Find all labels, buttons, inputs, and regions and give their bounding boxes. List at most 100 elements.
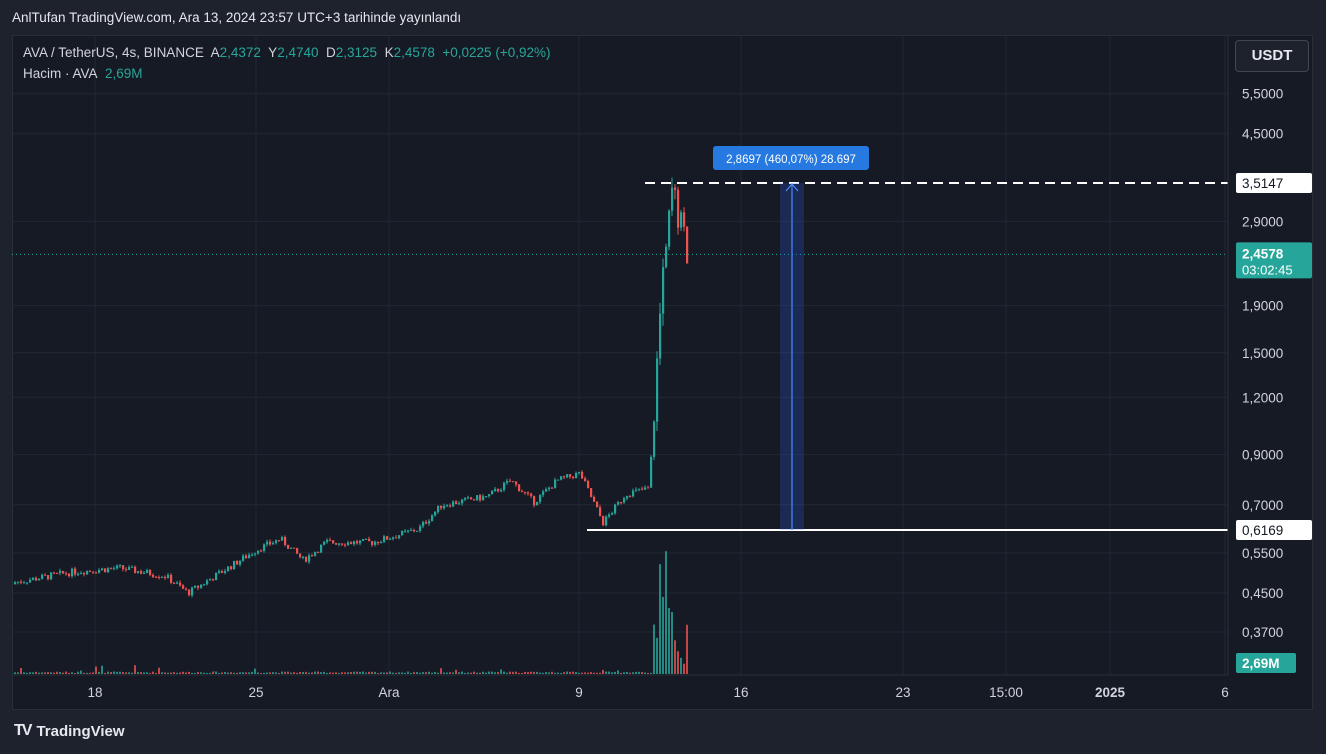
candle-body	[515, 481, 518, 485]
volume-bar	[347, 672, 349, 674]
candle-body	[284, 537, 287, 546]
candle-body	[635, 489, 638, 491]
candle-body	[464, 497, 467, 500]
volume-bar	[569, 671, 571, 674]
candle-body	[485, 496, 488, 498]
volume-bar	[107, 671, 109, 674]
volume-bar	[29, 672, 31, 674]
candle-body	[683, 212, 686, 227]
volume-bar	[644, 672, 646, 674]
volume-bar	[383, 672, 385, 674]
candle-body	[230, 566, 233, 570]
volume-bar	[176, 672, 178, 674]
volume-bar	[500, 669, 502, 674]
candle-body	[434, 511, 437, 516]
candle-body	[212, 579, 215, 581]
volume-bar	[470, 672, 472, 674]
candle-body	[395, 537, 398, 539]
candle-body	[629, 496, 632, 498]
candle-body	[224, 571, 227, 573]
volume-bar	[155, 672, 157, 674]
candle-body	[59, 570, 62, 574]
candle-body	[617, 502, 620, 505]
volume-bar	[416, 672, 418, 674]
volume-bar	[485, 672, 487, 674]
volume-bar	[650, 672, 652, 674]
volume-bar	[248, 672, 250, 674]
volume-bar	[113, 671, 115, 674]
volume-bar	[332, 672, 334, 674]
candle-body	[389, 538, 392, 540]
candle-body	[410, 529, 413, 531]
measure-label-text: 2,8697 (460,07%) 28.697	[726, 154, 856, 166]
volume-bar	[188, 671, 190, 674]
candle-body	[350, 542, 353, 545]
candle-body	[488, 494, 491, 497]
volume-bar	[491, 671, 493, 674]
candle-body	[563, 476, 566, 478]
candle-body	[428, 520, 431, 524]
candle-body	[182, 585, 185, 589]
volume-bar	[266, 672, 268, 674]
candle-body	[101, 568, 104, 571]
candle-body	[497, 488, 500, 492]
candle-body	[614, 504, 617, 514]
candle-body	[557, 479, 560, 481]
candle-body	[83, 573, 86, 575]
candle-body	[314, 552, 317, 556]
volume-bar	[23, 672, 25, 674]
candle-body	[509, 480, 512, 482]
candle-body	[41, 574, 44, 579]
candle-body	[461, 499, 464, 504]
candle-body	[149, 570, 152, 576]
volume-bar	[299, 671, 301, 674]
volume-bar	[251, 671, 253, 674]
candle-body	[311, 555, 314, 557]
tradingview-logo[interactable]: TV TradingView	[14, 722, 125, 740]
candle-body	[419, 526, 422, 531]
candle-body	[356, 541, 359, 544]
volume-legend: Hacim · AVA 2,69M	[23, 66, 143, 81]
volume-bar	[158, 667, 160, 674]
candle-body	[302, 556, 305, 558]
candle-body	[608, 514, 611, 517]
candle-body	[272, 543, 275, 545]
volume-bar	[554, 672, 556, 674]
volume-bar	[173, 672, 175, 674]
candle-body	[500, 489, 503, 492]
volume-bar	[467, 672, 469, 674]
volume-bar	[161, 672, 163, 674]
volume-bar	[311, 672, 313, 674]
volume-bar	[359, 671, 361, 674]
candle-body	[521, 491, 524, 493]
volume-bar	[233, 672, 235, 674]
candle-body	[152, 575, 155, 577]
volume-bar	[152, 671, 154, 674]
candle-body	[431, 515, 434, 521]
candle-body	[287, 545, 290, 549]
volume-bar	[353, 671, 355, 674]
candle-body	[266, 541, 269, 545]
volume-bar	[182, 671, 184, 674]
volume-bar	[149, 672, 151, 674]
volume-bar	[269, 672, 271, 674]
volume-bar	[122, 672, 124, 674]
y-tick-label: 1,9000	[1242, 299, 1283, 314]
volume-value: 2,69M	[105, 66, 143, 81]
currency-button[interactable]: USDT	[1235, 40, 1309, 72]
candle-body	[368, 538, 371, 542]
candle-body	[341, 543, 344, 545]
volume-bar	[257, 672, 259, 674]
candle-body	[305, 556, 308, 562]
volume-bar	[98, 671, 100, 674]
volume-bar	[602, 669, 604, 674]
volume-bar	[38, 672, 40, 674]
volume-bar	[281, 671, 283, 674]
candle-body	[281, 537, 284, 541]
price-chart[interactable]: 2,8697 (460,07%) 28.697 18 25 Ara 9 16 23 15:0…	[12, 35, 1313, 710]
candle-body	[344, 544, 347, 546]
low-label: D	[326, 45, 336, 60]
volume-bar	[608, 671, 610, 674]
candle-body	[29, 579, 32, 583]
volume-bar	[80, 670, 82, 674]
